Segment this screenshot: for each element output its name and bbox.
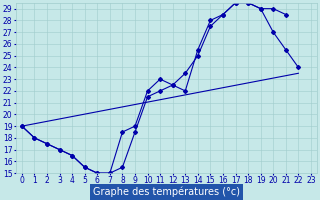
X-axis label: Graphe des températures (°c): Graphe des températures (°c) [93,187,240,197]
